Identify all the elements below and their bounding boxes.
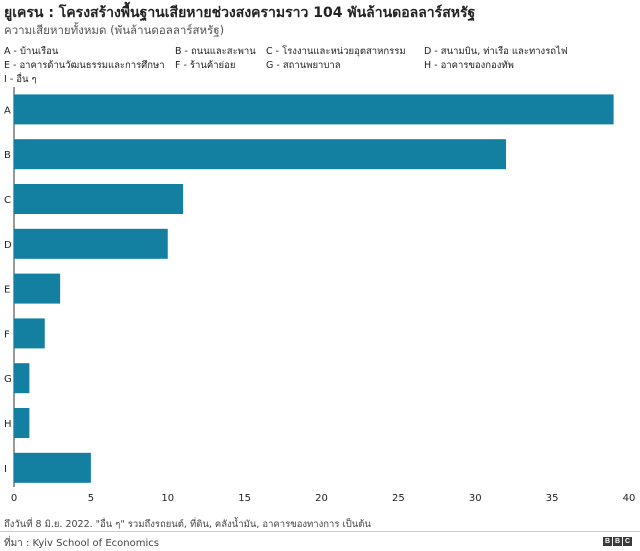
legend-item-g: G - สถานพยาบาล bbox=[266, 60, 341, 71]
bar-g bbox=[14, 363, 30, 394]
x-tick-label: 40 bbox=[623, 493, 636, 504]
x-tick-label: 15 bbox=[238, 493, 251, 504]
source-credit: ที่มา : Kyiv School of Economics bbox=[4, 538, 159, 549]
category-label-h: H bbox=[4, 419, 12, 430]
legend-item-f: F - ร้านค้าย่อย bbox=[175, 60, 236, 71]
bar-chart: A B C D E F G H I 0 5 10 15 20 25 30 35 40 bbox=[4, 87, 636, 504]
logo-letter: C bbox=[623, 537, 632, 546]
legend-item-e: E - อาคารด้านวัฒนธรรมและการศึกษา bbox=[4, 60, 165, 71]
chart-subtitle: ความเสียหายทั้งหมด (พันล้านดอลลาร์สหรัฐ) bbox=[4, 23, 225, 37]
logo-letter: B bbox=[603, 537, 612, 546]
bar-e bbox=[14, 273, 61, 304]
category-label-c: C bbox=[4, 195, 11, 206]
bar-a bbox=[14, 94, 614, 125]
bar-i bbox=[14, 452, 91, 483]
bar-b bbox=[14, 139, 506, 170]
x-tick-label: 30 bbox=[469, 493, 482, 504]
bar-f bbox=[14, 318, 45, 349]
legend-item-b: B - ถนนและสะพาน bbox=[175, 46, 256, 57]
x-tick-label: 10 bbox=[161, 493, 174, 504]
category-label-b: B bbox=[4, 150, 11, 161]
bbc-logo: B B C bbox=[603, 537, 632, 546]
logo-letter: B bbox=[613, 537, 622, 546]
x-tick-label: 0 bbox=[11, 493, 17, 504]
category-label-g: G bbox=[4, 374, 12, 385]
footer-divider bbox=[0, 531, 640, 532]
x-tick-label: 5 bbox=[88, 493, 94, 504]
x-tick-label: 25 bbox=[392, 493, 405, 504]
category-label-a: A bbox=[4, 105, 11, 116]
bar-c bbox=[14, 184, 184, 214]
bar-d bbox=[14, 228, 168, 259]
x-tick-label: 35 bbox=[546, 493, 559, 504]
legend-item-h: H - อาคารของกองทัพ bbox=[424, 60, 514, 71]
category-label-e: E bbox=[4, 285, 10, 296]
chart-title: ยูเครน : โครงสร้างพื้นฐานเสียหายช่วงสงคร… bbox=[4, 5, 476, 21]
legend-item-d: D - สนามบิน, ท่าเรือ และทางรถไฟ bbox=[424, 46, 568, 57]
x-tick-label: 20 bbox=[315, 493, 328, 504]
legend-item-i: I - อื่น ๆ bbox=[4, 74, 37, 85]
category-label-f: F bbox=[4, 329, 10, 340]
legend-item-c: C - โรงงานและหน่วยอุตสาหกรรม bbox=[266, 46, 406, 57]
category-label-i: I bbox=[4, 464, 7, 475]
bar-h bbox=[14, 408, 30, 438]
footnote: ถึงวันที่ 8 มิ.ย. 2022. "อื่น ๆ" รวมถึงร… bbox=[4, 519, 371, 530]
legend-item-a: A - บ้านเรือน bbox=[4, 46, 59, 57]
category-label-d: D bbox=[4, 240, 12, 251]
